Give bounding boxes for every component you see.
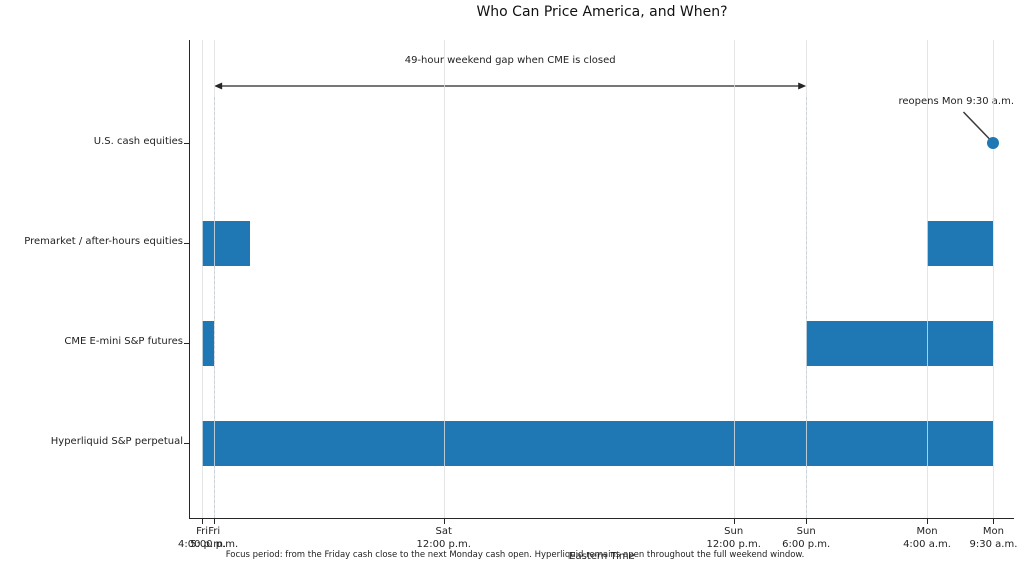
x-tick-label: Fri 5:00 p.m.	[190, 525, 238, 551]
x-tick-label: Mon 9:30 a.m.	[970, 525, 1018, 551]
session-bar	[927, 220, 994, 266]
x-tick-mark	[806, 519, 808, 524]
x-tick-mark	[927, 519, 928, 524]
x-tick-mark	[443, 519, 445, 524]
x-tick-mark	[733, 519, 735, 524]
x-tick-day: Mon	[916, 526, 938, 537]
gap-annotation-label: 49-hour weekend gap when CME is closed	[404, 55, 616, 66]
x-tick-label: Sat 12:00 p.m.	[416, 525, 470, 551]
x-tick-label: Fri 4:00 p.m.	[178, 525, 226, 551]
reopen-marker-dot	[987, 137, 1000, 149]
chart-title: Who Can Price America, and When?	[476, 4, 728, 20]
y-axis-spine	[189, 40, 190, 518]
gridline	[806, 40, 808, 518]
x-tick-time: 12:00 p.m.	[706, 539, 761, 550]
y-tick-label: Hyperliquid S&P perpetual	[50, 436, 183, 447]
caption-text: Focus period: from the Friday cash close…	[225, 550, 805, 560]
gridline	[202, 40, 204, 518]
session-bar	[806, 320, 994, 366]
x-tick-time: 6:00 p.m.	[782, 539, 831, 550]
x-tick-label: Sun 6:00 p.m.	[782, 525, 830, 551]
gridline	[214, 40, 216, 518]
x-tick-day: Fri	[208, 526, 221, 537]
x-tick-time: 4:00 p.m.	[178, 539, 227, 550]
x-tick-time: 4:00 a.m.	[903, 539, 951, 550]
x-tick-label: Sun 12:00 p.m.	[706, 525, 760, 551]
x-tick-mark	[993, 519, 995, 524]
gridline	[927, 40, 928, 518]
x-tick-day: Fri	[196, 526, 209, 537]
gridline	[733, 40, 735, 518]
x-tick-day: Sun	[724, 526, 744, 537]
x-tick-mark	[214, 519, 216, 524]
y-tick-label: CME E-mini S&P futures	[64, 336, 183, 347]
x-tick-label: Mon 4:00 a.m.	[903, 525, 951, 551]
x-tick-time: 9:30 a.m.	[969, 539, 1018, 550]
gridline	[443, 40, 445, 518]
x-axis-spine	[189, 518, 1014, 519]
y-tick-label: Premarket / after-hours equities	[24, 236, 183, 247]
y-tick-mark	[184, 143, 189, 144]
y-tick-label: U.S. cash equities	[93, 136, 183, 147]
x-tick-time: 12:00 p.m.	[416, 539, 471, 550]
reopen-annotation-label: reopens Mon 9:30 a.m.	[898, 96, 1014, 107]
x-axis-title: Eastern Time	[569, 551, 635, 562]
session-bar	[202, 320, 215, 366]
y-tick-mark	[184, 343, 189, 344]
x-tick-day: Sat	[435, 526, 452, 537]
y-tick-mark	[184, 443, 189, 444]
gridline	[993, 40, 995, 518]
session-bar	[202, 420, 994, 466]
x-tick-mark	[202, 519, 204, 524]
x-tick-time: 5:00 p.m.	[190, 539, 239, 550]
session-bar	[202, 220, 251, 266]
x-tick-day: Sun	[796, 526, 816, 537]
x-tick-day: Mon	[982, 526, 1004, 537]
y-tick-mark	[184, 243, 189, 244]
